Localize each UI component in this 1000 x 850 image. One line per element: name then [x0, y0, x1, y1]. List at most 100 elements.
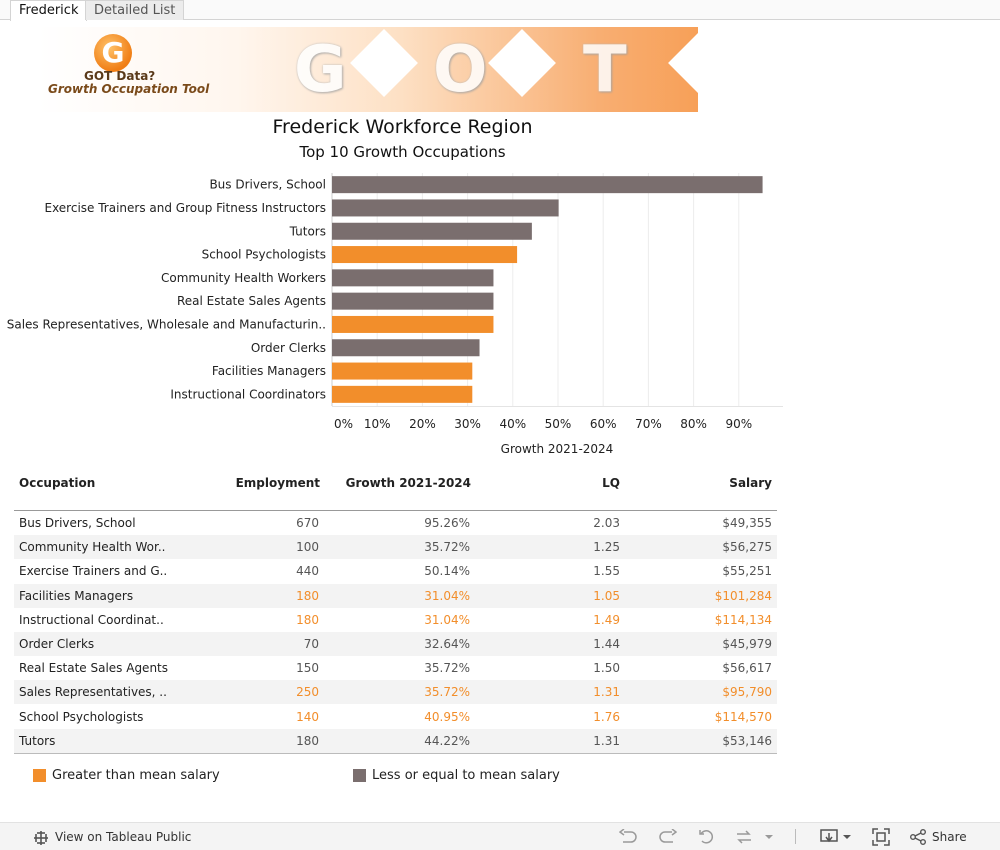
- cell-growth: 40.95%: [424, 709, 470, 724]
- category-label: Community Health Workers: [161, 271, 326, 285]
- header-lq[interactable]: LQ: [602, 476, 620, 490]
- bar[interactable]: [332, 385, 473, 403]
- table-row[interactable]: Real Estate Sales Agents 150 35.72% 1.50 $56…: [14, 656, 777, 680]
- header-salary[interactable]: Salary: [729, 476, 772, 490]
- banner-letter-o: O: [433, 33, 488, 107]
- tab-detailed-list[interactable]: Detailed List: [85, 0, 185, 20]
- cell-lq: 2.03: [593, 516, 620, 530]
- cell-employment: 180: [296, 612, 319, 627]
- x-tick-label: 10%: [364, 417, 391, 431]
- tableau-icon: [34, 831, 48, 845]
- bar[interactable]: [332, 339, 480, 357]
- cell-employment: 150: [296, 661, 319, 676]
- cell-lq: 1.25: [593, 540, 620, 555]
- x-tick-label: 70%: [635, 417, 662, 431]
- fullscreen-icon[interactable]: [872, 828, 890, 846]
- cell-salary: $114,134: [714, 612, 772, 627]
- share-button[interactable]: Share: [932, 830, 967, 844]
- cell-growth: 35.72%: [424, 661, 470, 676]
- cell-salary: $45,979: [722, 637, 772, 651]
- legend-swatch-orange: [33, 769, 46, 782]
- refresh-icon[interactable]: [735, 829, 753, 845]
- table-bottom-divider: [14, 753, 777, 754]
- bar[interactable]: [332, 269, 494, 287]
- cell-salary: $114,570: [714, 709, 772, 724]
- cell-occupation: School Psychologists: [19, 709, 144, 724]
- table-row[interactable]: Sales Representatives, .. 250 35.72% 1.31 $9…: [14, 680, 777, 705]
- cell-salary: $56,275: [722, 540, 772, 555]
- header-employment[interactable]: Employment: [235, 476, 320, 490]
- bar[interactable]: [332, 292, 494, 310]
- cell-lq: 1.49: [593, 612, 620, 627]
- tab-bar: Frederick Detailed List: [0, 0, 1000, 21]
- share-icon[interactable]: [910, 829, 927, 845]
- category-label: Instructional Coordinators: [170, 387, 326, 401]
- cell-lq: 1.50: [593, 661, 620, 676]
- cell-salary: $55,251: [722, 564, 772, 579]
- cell-employment: 100: [296, 540, 319, 555]
- cell-occupation: Community Health Wor..: [19, 540, 166, 555]
- redo-icon[interactable]: [659, 829, 677, 845]
- undo-icon[interactable]: [619, 829, 637, 845]
- tab-frederick[interactable]: Frederick: [10, 0, 88, 21]
- view-on-tableau-link[interactable]: View on Tableau Public: [55, 830, 192, 844]
- chevron-down-icon[interactable]: [842, 834, 852, 841]
- category-label: Real Estate Sales Agents: [177, 294, 326, 308]
- chart-subtitle: Top 10 Growth Occupations: [299, 143, 506, 161]
- bar[interactable]: [332, 362, 473, 380]
- category-label: Sales Representatives, Wholesale and Man…: [7, 317, 326, 331]
- cell-employment: 250: [296, 685, 319, 700]
- header-divider: [14, 510, 777, 511]
- cell-growth: 32.64%: [424, 637, 470, 651]
- cell-lq: 1.05: [593, 588, 620, 603]
- cell-growth: 50.14%: [424, 564, 470, 579]
- cell-employment: 140: [296, 709, 319, 724]
- bar[interactable]: [332, 222, 532, 240]
- banner-letter-g: G: [294, 33, 347, 107]
- bar[interactable]: [332, 246, 518, 264]
- cell-salary: $95,790: [722, 685, 772, 700]
- logo-line-1: GOT Data?: [84, 69, 156, 83]
- cell-growth: 44.22%: [424, 733, 470, 748]
- category-label: Exercise Trainers and Group Fitness Inst…: [44, 201, 326, 215]
- cell-lq: 1.55: [593, 564, 620, 579]
- cell-employment: 180: [296, 733, 319, 748]
- cell-employment: 440: [296, 564, 319, 579]
- x-tick-label: 30%: [454, 417, 481, 431]
- bar[interactable]: [332, 315, 494, 333]
- category-label: Tutors: [289, 224, 326, 238]
- table-row[interactable]: Order Clerks 70 32.64% 1.44 $45,979: [14, 632, 777, 656]
- legend-label: Less or equal to mean salary: [372, 768, 560, 783]
- header-occupation[interactable]: Occupation: [19, 476, 96, 490]
- download-icon[interactable]: [820, 828, 838, 845]
- cell-occupation: Real Estate Sales Agents: [19, 661, 169, 676]
- table-row[interactable]: School Psychologists 140 40.95% 1.76 $114,57…: [14, 705, 777, 729]
- growth-bar-chart: Bus Drivers, School Exercise Trainers and…: [7, 173, 783, 456]
- cell-occupation: Exercise Trainers and G..: [19, 564, 168, 579]
- x-tick-label: 80%: [680, 417, 707, 431]
- table-row[interactable]: Exercise Trainers and G.. 440 50.14% 1.55 $5…: [14, 559, 777, 583]
- cell-employment: 180: [296, 588, 319, 603]
- category-label: Order Clerks: [251, 341, 326, 355]
- cell-lq: 1.31: [593, 733, 620, 748]
- cell-occupation: Tutors: [19, 733, 56, 748]
- legend-label: Greater than mean salary: [52, 768, 220, 783]
- table-row[interactable]: Instructional Coordinat.. 180 31.04% 1.49 $1…: [14, 608, 777, 632]
- bar[interactable]: [332, 199, 559, 217]
- table-row[interactable]: Facilities Managers 180 31.04% 1.05 $101,284: [14, 583, 777, 608]
- logo-line-2: Growth Occupation Tool: [48, 82, 210, 96]
- got-banner: G GOT Data? Growth Occupation Tool G O T: [38, 27, 698, 112]
- header-growth[interactable]: Growth 2021-2024: [345, 476, 471, 490]
- cell-salary: $101,284: [714, 588, 772, 603]
- table-row[interactable]: Tutors 180 44.22% 1.31 $53,146: [14, 728, 777, 753]
- chevron-down-icon[interactable]: [764, 834, 774, 841]
- cell-employment: 670: [296, 516, 319, 530]
- table-row[interactable]: Bus Drivers, School 670 95.26% 2.03 $49,355: [14, 511, 777, 535]
- tableau-toolbar: View on Tableau Public Share: [0, 822, 1000, 850]
- got-logo-icon: G: [94, 34, 132, 72]
- table-row[interactable]: Community Health Wor.. 100 35.72% 1.25 $56,2…: [14, 535, 777, 560]
- bar[interactable]: [332, 176, 763, 194]
- x-axis-title: Growth 2021-2024: [501, 442, 614, 456]
- revert-icon[interactable]: [698, 829, 716, 845]
- cell-lq: 1.31: [593, 685, 620, 700]
